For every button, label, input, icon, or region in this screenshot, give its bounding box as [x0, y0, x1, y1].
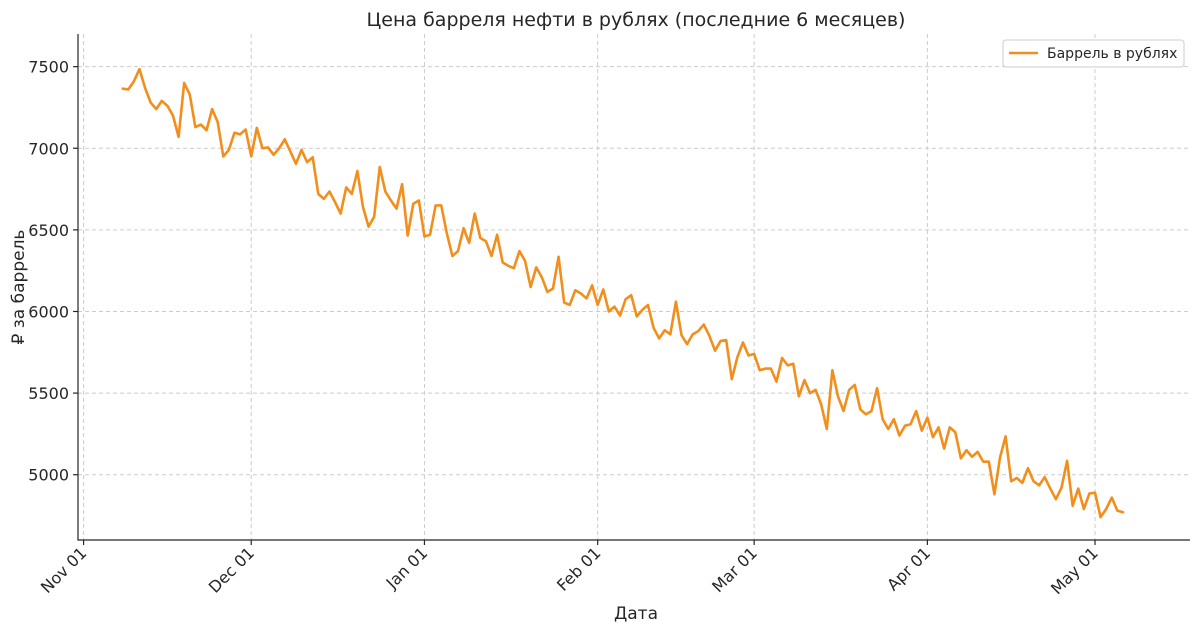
y-tick-label: 5000 [28, 466, 69, 485]
x-axis-label: Дата [614, 604, 658, 624]
x-tick-label: Apr 01 [883, 543, 934, 594]
x-tick-label: May 01 [1047, 543, 1102, 598]
x-tick-label: Feb 01 [553, 543, 604, 594]
grid-lines [78, 34, 1190, 540]
x-tick-label: Nov 01 [37, 543, 91, 597]
x-tick-label: Dec 01 [205, 543, 258, 596]
y-tick-label: 7500 [28, 58, 69, 77]
y-tick-label: 5500 [28, 384, 69, 403]
y-tick-label: 7000 [28, 139, 69, 158]
series-layer [121, 67, 1125, 519]
legend: Баррель в рублях [1002, 39, 1185, 68]
y-tick-label: 6500 [28, 221, 69, 240]
legend-label: Баррель в рублях [1047, 46, 1177, 62]
tick-labels: 5000 5500 6000 6500 7000 7500 Nov 01 Dec 01 Jan … [28, 58, 1102, 599]
legend-box [1002, 39, 1185, 68]
x-tick-label: Mar 01 [708, 543, 761, 596]
y-tick-label: 6000 [28, 302, 69, 321]
axes [73, 34, 1190, 545]
x-tick-label: Jan 01 [382, 543, 432, 593]
chart-title: Цена барреля нефти в рублях (последние 6… [367, 9, 906, 31]
y-axis-label: ₽ за баррель [9, 230, 29, 345]
series-line-0 [121, 67, 1125, 519]
axis-spines [77, 34, 1190, 541]
